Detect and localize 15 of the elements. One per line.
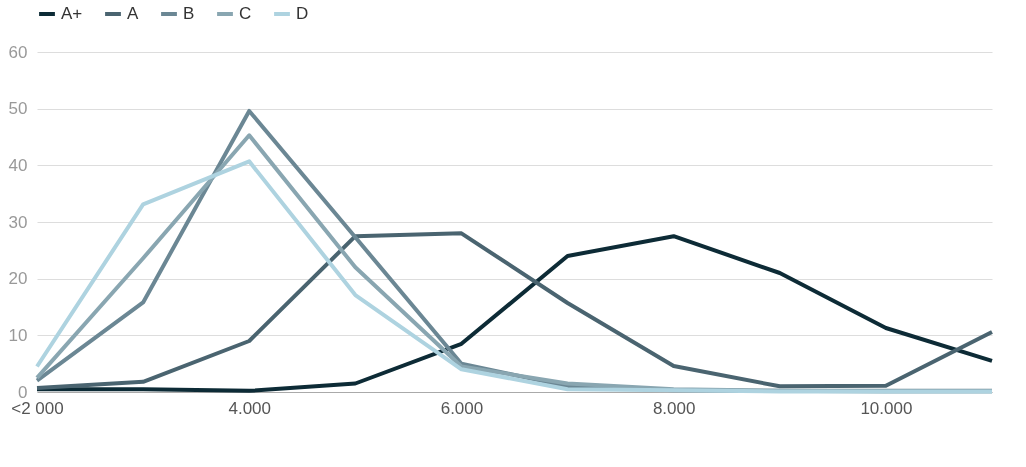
x-tick-label: 10.000 [860, 398, 913, 418]
y-tick-label: 60 [8, 42, 28, 62]
x-tick-label: 6.000 [440, 398, 484, 418]
x-tick-label: 4.000 [228, 398, 271, 418]
legend-label: A+ [61, 4, 83, 23]
y-tick-label: 30 [8, 212, 28, 232]
y-tick-label: 10 [8, 325, 28, 345]
legend-label: B [183, 4, 195, 23]
x-tick-label: 8.000 [652, 398, 696, 418]
y-tick-label: 20 [8, 269, 28, 289]
y-tick-label: 40 [8, 155, 28, 175]
legend-label: C [239, 4, 252, 23]
legend-label: D [296, 4, 309, 23]
y-tick-label: 50 [8, 99, 28, 119]
legend-label: A [127, 4, 139, 23]
